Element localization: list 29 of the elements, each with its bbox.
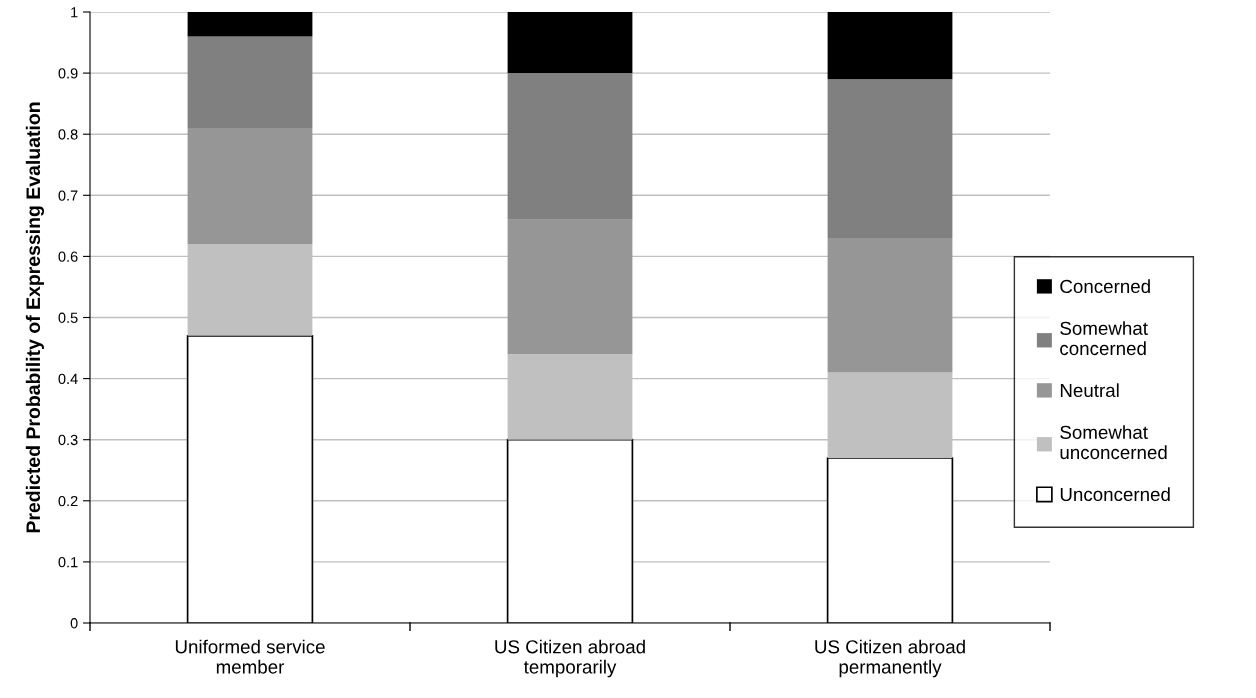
y-tick-label: 0.9 <box>58 68 78 79</box>
x-tick-label: US Citizen abroad temporarily <box>495 639 645 678</box>
legend-label: Somewhat concerned <box>1060 321 1148 356</box>
bar <box>827 12 953 80</box>
legend-label: Neutral <box>1060 383 1119 398</box>
bar <box>507 73 633 220</box>
legend-label: Somewhat unconcerned <box>1060 425 1167 460</box>
y-tick-label: 0.8 <box>58 129 78 140</box>
y-tick-label: 0.5 <box>58 312 78 323</box>
bar <box>827 238 953 373</box>
x-tick-label: Uniformed service member <box>175 639 325 674</box>
y-axis-title: Predicted Probability of Expressing Evaluation <box>25 102 45 533</box>
y-tick-label: 0.2 <box>58 495 78 507</box>
y-tick-label: 0.1 <box>58 557 78 568</box>
legend-label: Unconcerned <box>1060 487 1170 502</box>
bar <box>187 12 313 37</box>
bar <box>507 219 633 355</box>
y-tick-label: 0.7 <box>58 190 78 201</box>
y-tick-label: 0.6 <box>58 251 78 262</box>
y-tick-label: 1 <box>71 7 78 18</box>
x-tick-label: US Citizen abroad permanently <box>815 639 965 678</box>
y-tick-label: 0 <box>70 618 78 629</box>
bar <box>507 12 633 74</box>
legend-label: Concerned <box>1060 279 1150 294</box>
y-tick-label: 0.3 <box>58 434 78 446</box>
bar <box>827 79 953 239</box>
bar <box>187 128 313 245</box>
bar <box>187 36 313 129</box>
y-tick-label: 0.4 <box>58 373 78 385</box>
